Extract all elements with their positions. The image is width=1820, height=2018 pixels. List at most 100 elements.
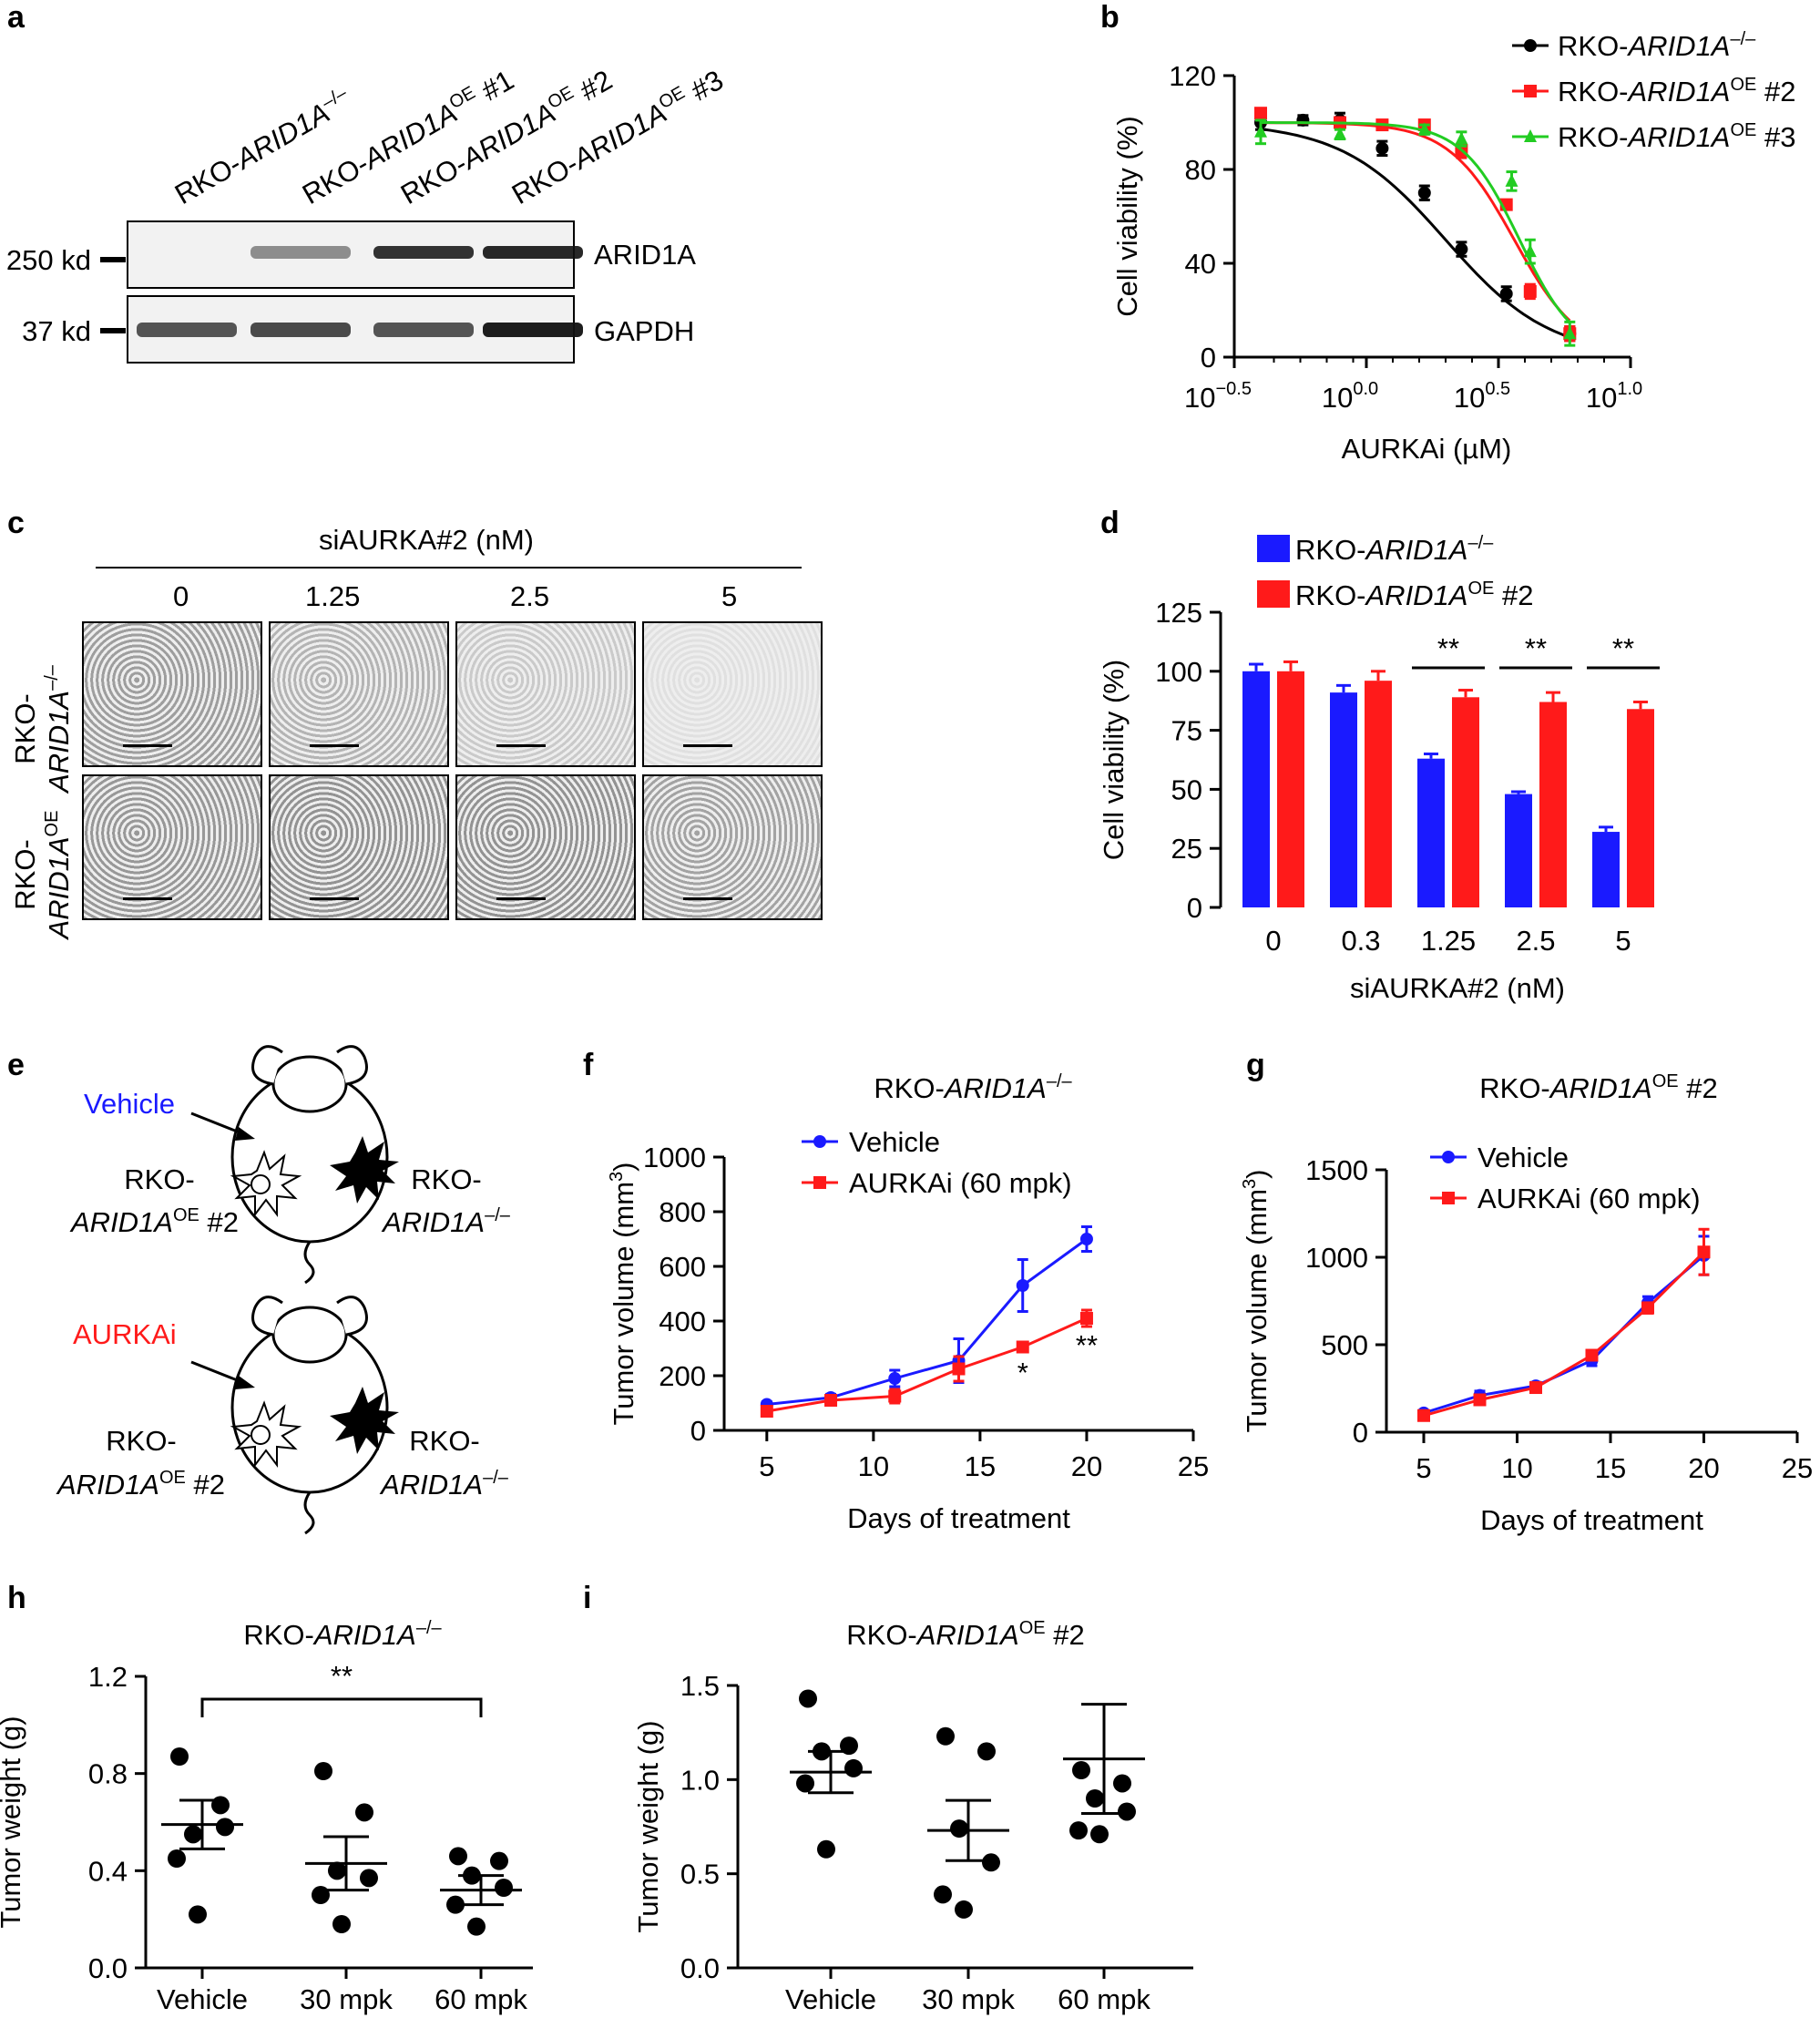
significance-mark: ** — [1076, 1329, 1098, 1361]
legend-marker — [1524, 129, 1537, 142]
legend-marker — [1524, 39, 1537, 52]
series-2 — [1417, 1227, 1711, 1422]
data-point — [314, 1762, 332, 1780]
x-tick-label: 0 — [1265, 925, 1281, 957]
scale-bar — [682, 897, 732, 900]
band-arid1a-2 — [251, 246, 351, 259]
siaurka-header-line — [96, 567, 802, 569]
data-point — [355, 1803, 373, 1822]
band-arid1a-4 — [483, 246, 583, 259]
data-point — [1505, 173, 1518, 187]
x-tick-label: 2.5 — [1516, 925, 1555, 957]
data-point — [796, 1774, 814, 1793]
micrograph-r2-c3 — [455, 774, 636, 920]
chart-i: 0.0 0.5 1.0 1.5 Tumor weight (g) RKO-ARID1AOE… — [632, 1618, 1193, 2015]
label-vehicle: Vehicle — [84, 1088, 175, 1120]
lane-label-2: RKO-ARID1AOE #1 — [297, 63, 519, 210]
x-tick-label: 30 mpk — [300, 1983, 393, 2015]
bottom-right-tumor-gene: ARID1A–/– — [379, 1468, 509, 1501]
y-tick-label: 400 — [659, 1306, 706, 1337]
data-point — [1523, 284, 1537, 298]
mouse-top-head — [271, 1055, 348, 1113]
bar — [1277, 671, 1304, 907]
micrograph-r2-c1 — [82, 774, 262, 920]
x-tick-label: 20 — [1071, 1450, 1102, 1482]
x-tick-label: Vehicle — [785, 1983, 876, 2015]
data-point — [1079, 1312, 1093, 1325]
y-tick-label: 125 — [1155, 597, 1202, 629]
data-point — [328, 1861, 346, 1880]
bar — [1452, 697, 1479, 907]
data-point — [1529, 1381, 1542, 1395]
conc-2.5: 2.5 — [510, 580, 550, 612]
tumor-oe-top-core — [251, 1174, 271, 1194]
data-point — [189, 1905, 207, 1924]
legend-marker — [1442, 1192, 1455, 1204]
data-point — [1563, 327, 1577, 341]
data-point — [1334, 116, 1346, 129]
blot-gapdh — [127, 295, 575, 364]
fit-curve — [1261, 121, 1571, 323]
data-point — [1072, 1761, 1090, 1779]
data-point — [824, 1391, 838, 1404]
row-label-ko-gene: ARID1A–/– — [42, 664, 75, 794]
data-point — [817, 1839, 835, 1859]
tumor-oe-bottom — [230, 1400, 302, 1468]
data-point — [490, 1851, 508, 1870]
protein-arid1a: ARID1A — [594, 239, 696, 271]
y-tick-label: 0 — [1187, 892, 1202, 924]
legend-label: RKO-ARID1A–/– — [1295, 533, 1494, 566]
data-point — [1473, 1393, 1487, 1407]
x-tick-label: 25 — [1178, 1450, 1209, 1482]
protein-gapdh: GAPDH — [594, 315, 694, 347]
x-tick-label: Vehicle — [157, 1983, 248, 2015]
series-line — [766, 1237, 1088, 1406]
conc-0: 0 — [173, 580, 189, 612]
arrow-bottom — [190, 1360, 245, 1385]
data-point — [955, 1900, 973, 1919]
panel-label-d: d — [1100, 506, 1120, 540]
legend-marker — [813, 1176, 826, 1189]
mouse-bottom-body — [230, 1321, 389, 1494]
data-point — [1296, 113, 1310, 127]
mouse-top-ear-left — [251, 1045, 283, 1086]
marker-tick-250 — [100, 257, 126, 262]
chart-h: 0.0 0.4 0.8 1.2 Tumor weight (g) RKO-ARID1A–/… — [0, 1618, 533, 2015]
legend-label: RKO-ARID1A–/– — [1558, 29, 1756, 62]
row-label-ko: RKO- — [9, 693, 41, 764]
lane-label-4: RKO-ARID1AOE #3 — [506, 63, 729, 210]
y-tick-label: 200 — [659, 1360, 706, 1392]
data-point — [760, 1398, 773, 1411]
x-axis-label: Days of treatment — [1480, 1504, 1703, 1536]
data-point — [1563, 326, 1577, 340]
data-point — [1455, 242, 1468, 256]
bar — [1242, 671, 1270, 907]
mouse-bottom-ear-left — [251, 1296, 283, 1337]
data-point — [1523, 244, 1537, 258]
row-label-oe-gene: ARID1AOE — [42, 811, 75, 941]
data-point — [888, 1389, 902, 1403]
marker-250kd: 250 kd — [6, 244, 91, 276]
data-point — [888, 1372, 902, 1385]
bar — [1627, 709, 1654, 907]
x-tick-label: 30 mpk — [922, 1983, 1015, 2015]
y-tick-label: 800 — [659, 1196, 706, 1228]
data-point — [1641, 1296, 1654, 1309]
series-1 — [760, 1225, 1093, 1411]
y-tick-label: 0 — [1201, 342, 1216, 374]
data-point — [1417, 1406, 1430, 1419]
data-point — [463, 1866, 481, 1885]
x-axis-label: AURKAi (µM) — [1342, 433, 1512, 465]
y-tick-label: 40 — [1185, 248, 1216, 280]
y-tick-label: 1500 — [1305, 1154, 1368, 1186]
data-point — [936, 1726, 955, 1746]
data-point — [950, 1819, 968, 1839]
data-point — [1254, 107, 1267, 120]
y-tick-label: 1.2 — [88, 1661, 128, 1693]
bar — [1417, 758, 1445, 907]
x-tick-label: 10−0.5 — [1184, 379, 1252, 414]
x-tick-label: 100.5 — [1454, 379, 1510, 414]
mouse-top-body — [230, 1070, 389, 1244]
